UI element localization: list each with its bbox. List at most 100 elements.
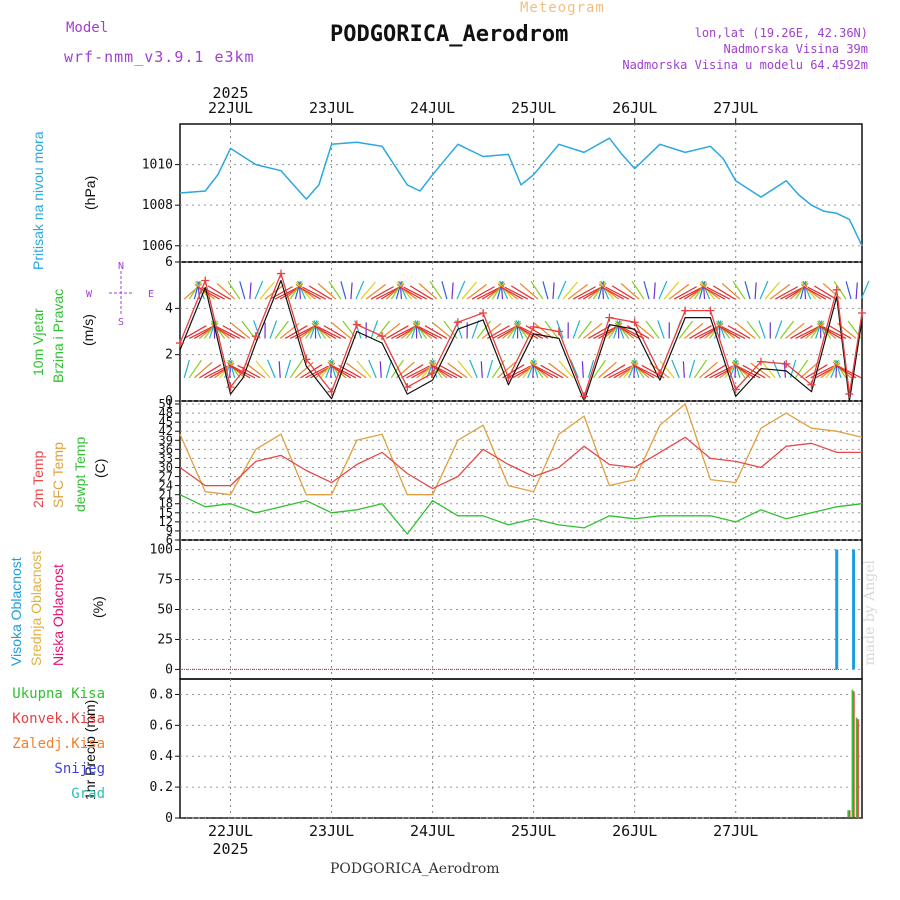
wind-vector [724,360,740,379]
wind-vector [350,282,353,300]
wind-vector [645,320,660,339]
wind-vector [471,320,480,339]
wind-vector [542,281,549,300]
wind-speed-marker [756,357,765,366]
wind-vector [385,325,409,339]
wind-speed-marker [845,390,854,399]
wind-vector [491,280,505,300]
precip-legend-graupel: Grad [71,786,105,802]
wind-vector [340,281,347,300]
wind-vector [635,365,660,379]
temp2m-line [179,436,862,490]
wind-vector [693,359,707,379]
wind-vector [302,286,326,300]
wind-vector [754,282,757,300]
wind-vector [328,280,342,300]
year-label-top: 2025 [212,84,248,102]
wind-vector [663,281,680,300]
model-elevation: Nadmorska Visina u modelu 64.4592m [622,58,868,72]
wind-vector [429,359,443,379]
y-tick-label: 50 [157,603,173,618]
wind-vector [577,320,592,339]
wind-vector [785,322,805,339]
wind-speed-marker [554,327,563,336]
wind-vector [780,286,804,300]
wind-vector [289,280,303,300]
wind-speed-marker [731,385,740,394]
wind-vector [469,359,478,379]
wind-vector [317,326,342,339]
precip-legend-conv: Konvek.Kisa [12,711,105,727]
wind-vector [391,326,415,339]
wind-vector [259,281,275,300]
wind-vector [297,286,321,300]
wind-vector [441,281,448,300]
wind-vector [338,364,362,379]
wind-speed-marker [403,383,412,392]
wind-vector [487,325,510,339]
y-tick-label: 21 [159,488,173,502]
wind-vector [375,286,400,300]
wind-vector [717,320,726,339]
wind-vector [626,325,650,339]
wind-vector [328,364,352,379]
wind-vector [499,280,509,300]
day-label-bottom: 27JUL [713,822,758,840]
wind-vector [368,359,377,379]
wind-vector [570,359,579,379]
y-tick-label: 48 [159,406,173,420]
wind-vector [406,320,421,339]
wind-vector [557,280,567,300]
wind-vector [813,285,837,300]
wind-vector [216,282,236,300]
wind-vector [461,281,477,300]
wind-vector [704,364,727,379]
wind-vector [390,359,404,379]
wind-vector [759,280,769,300]
wind-vector [342,320,357,339]
wind-vector [188,359,202,379]
y-tick-label: 75 [157,573,173,588]
y-tick-label: 18 [159,497,173,511]
wind-speed-marker [832,285,841,294]
station-title: PODGORICA_Aerodrom [330,22,569,47]
day-label-top: 25JUL [511,99,556,117]
footer-station: PODGORICA_Aerodrom [330,861,500,877]
wind-vector [534,365,559,379]
wind-vector [556,320,564,339]
wind-vector [255,360,271,379]
wind-vector [274,320,289,339]
wind-vector [581,361,584,378]
wind-vector [414,325,438,339]
wind-vector [679,286,703,300]
wind-vector [688,359,696,379]
wind-vector [632,364,655,379]
wind-vector [733,364,756,379]
wind-vector [429,364,453,379]
wind-vector [552,282,555,300]
wind-vector [390,280,404,300]
compass-n: N [118,261,124,272]
wind-vector [447,362,468,379]
precip-bar [855,717,858,818]
day-label-bottom: 24JUL [410,822,455,840]
wind-vector [671,359,680,379]
wind-vector [311,322,332,339]
wind-vector [207,285,230,300]
y-tick-label: 2 [165,348,173,363]
wind-vector [466,283,488,300]
wind-vector [540,364,564,379]
wind-vector [794,280,808,300]
wind-speed-marker [428,369,437,378]
wind-vector [623,360,639,379]
wind-vector [794,359,809,379]
wind-vector [304,320,319,339]
wind-vector [193,361,213,379]
wind-speed-marker [630,318,639,327]
wind-vector [230,322,251,339]
wind-vector [732,359,746,379]
lonlat: lon,lat (19.26E, 42.36N) [694,26,868,40]
wind-vector [216,326,241,339]
wind-vector [810,320,825,339]
wind-vector [588,325,611,339]
